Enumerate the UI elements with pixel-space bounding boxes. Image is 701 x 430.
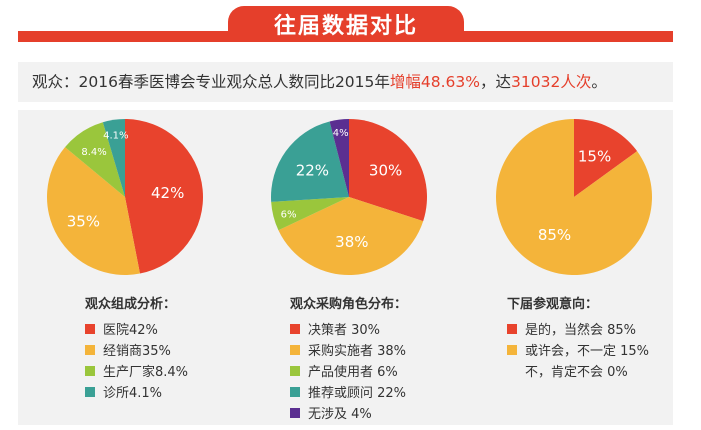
summary-count: 31032人次 xyxy=(511,73,592,91)
legend-label: 产品使用者 6% xyxy=(308,365,398,380)
slice-label: 4% xyxy=(333,128,349,139)
legend-label: 或许会，不一定 15% xyxy=(525,344,650,359)
pie-slice xyxy=(271,197,349,231)
pie-slice xyxy=(125,119,204,274)
slice-label: 42% xyxy=(151,184,184,202)
legend-item: 或许会，不一定 15% xyxy=(507,339,649,360)
pie-slice xyxy=(278,197,424,275)
pie-slice xyxy=(496,119,652,275)
legend-label: 生产厂家8.4% xyxy=(103,365,189,380)
legend-swatch xyxy=(507,344,517,355)
legend-swatch xyxy=(290,407,300,418)
legend-label: 诊所4.1% xyxy=(103,386,163,401)
pie-slice xyxy=(65,122,125,197)
legend-title: 观众采购角色分布： xyxy=(290,297,408,312)
slice-label: 38% xyxy=(335,233,368,251)
legend-item: 推荐或顾问 22% xyxy=(290,381,407,402)
legend-swatch xyxy=(290,365,300,376)
pie-slice xyxy=(349,119,427,222)
pie-charts: 42% 35% 8.4% 4.1% 30% 38% 6% 22% 4% 15% 85% xyxy=(46,119,652,275)
legend-2: 观众采购角色分布： 决策者 30% 采购实施者 38% 产品使用者 6% 推荐或顾问 2… xyxy=(290,293,407,423)
slice-label: 85% xyxy=(538,226,571,244)
summary-growth: 增幅48.63% xyxy=(389,73,481,91)
legend-label: 推荐或顾问 22% xyxy=(308,386,407,401)
legend-item: 经销商35% xyxy=(85,339,188,360)
legend-item: 决策者 30% xyxy=(290,318,407,339)
legend-item: 医院42% xyxy=(85,318,188,339)
legend-label: 决策者 30% xyxy=(308,323,381,338)
legend-item: 采购实施者 38% xyxy=(290,339,407,360)
legend-item: 不，肯定不会 0% xyxy=(507,360,649,381)
summary-suffix: 。 xyxy=(591,73,607,91)
slice-label: 4.1% xyxy=(103,131,128,142)
legend-item: 产品使用者 6% xyxy=(290,360,407,381)
legend-item: 是的，当然会 85% xyxy=(507,318,649,339)
slice-label: 8.4% xyxy=(81,147,106,158)
legend-label: 不，肯定不会 0% xyxy=(525,365,628,380)
slice-label: 22% xyxy=(296,161,329,179)
summary-mid: ，达 xyxy=(480,73,512,91)
summary-prefix: 观众：2016春季医博会专业观众总人数同比2015年 xyxy=(32,73,390,91)
slice-label: 15% xyxy=(578,148,611,166)
legend-label: 无涉及 4% xyxy=(308,407,372,422)
pie-slice xyxy=(329,119,349,197)
pie-slice xyxy=(102,119,125,197)
legend-label: 采购实施者 38% xyxy=(308,344,407,359)
charts-panel: 42% 35% 8.4% 4.1% 30% 38% 6% 22% 4% 15% 85% 观众组成分析… xyxy=(18,110,673,425)
legend-1: 观众组成分析： 医院42% 经销商35% 生产厂家8.4% 诊所4.1% xyxy=(85,293,188,402)
legend-swatch xyxy=(85,323,95,334)
legend-item: 诊所4.1% xyxy=(85,381,188,402)
legend-3: 下届参观意向： 是的，当然会 85% 或许会，不一定 15% 不，肯定不会 0% xyxy=(507,293,649,381)
legend-title: 观众组成分析： xyxy=(85,297,177,312)
slice-label: 30% xyxy=(369,161,402,179)
slice-label: 6% xyxy=(281,210,297,221)
legend-item: 生产厂家8.4% xyxy=(85,360,188,381)
summary-text: 观众：2016春季医博会专业观众总人数同比2015年增幅48.63%，达3103… xyxy=(18,62,673,102)
legend-swatch xyxy=(507,323,517,334)
legend-swatch xyxy=(290,386,300,397)
pie-slice xyxy=(574,119,638,197)
legend-title: 下届参观意向： xyxy=(507,297,599,312)
pie-slice xyxy=(271,121,349,202)
legend-item: 无涉及 4% xyxy=(290,402,407,423)
legend-label: 是的，当然会 85% xyxy=(525,323,637,338)
legend-swatch xyxy=(85,344,95,355)
legend-swatch xyxy=(290,323,300,334)
legend-swatch xyxy=(290,344,300,355)
legend-label: 医院42% xyxy=(103,323,158,338)
legend-label: 经销商35% xyxy=(103,344,171,359)
slice-label: 35% xyxy=(67,213,100,231)
page-title: 往届数据对比 xyxy=(228,6,464,42)
pie-slice xyxy=(46,147,140,275)
legend-swatch xyxy=(85,386,95,397)
legend-swatch xyxy=(85,365,95,376)
